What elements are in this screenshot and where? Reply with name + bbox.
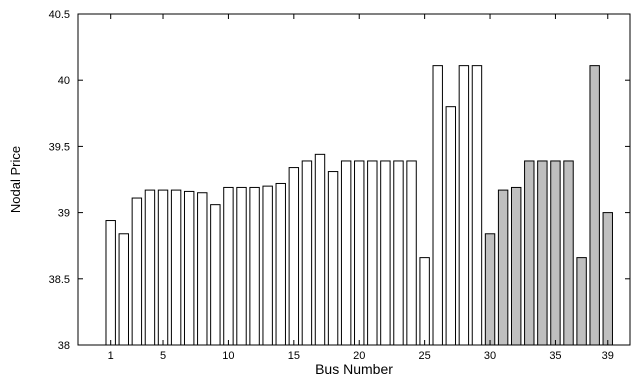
bar-bus-28 <box>458 65 470 346</box>
bar-bus-27 <box>445 106 457 346</box>
x-tick-label: 30 <box>484 350 496 362</box>
bar-bus-16 <box>301 160 313 346</box>
y-tick-label: 38.5 <box>49 274 70 286</box>
x-tick-label: 15 <box>288 350 300 362</box>
x-axis-label: Bus Number <box>315 361 393 377</box>
bar-bus-6 <box>170 189 182 346</box>
bar-bus-21 <box>367 160 378 346</box>
bar-bus-10 <box>223 186 234 346</box>
bar-bus-26 <box>432 65 443 346</box>
bar-bus-20 <box>354 160 365 346</box>
x-tick-label: 35 <box>549 350 561 362</box>
bar-bus-25 <box>419 257 430 346</box>
bar-bus-7 <box>183 190 195 346</box>
x-tick-label: 25 <box>419 350 431 362</box>
bar-bus-19 <box>340 160 352 346</box>
bar-bus-29 <box>471 65 483 346</box>
bar-bus-24 <box>406 160 417 346</box>
x-tick-label: 10 <box>222 350 234 362</box>
bar-bus-38 <box>589 65 600 346</box>
x-tick-label: 39 <box>602 350 614 362</box>
y-tick-label: 39 <box>58 208 70 220</box>
bar-bus-39 <box>602 212 613 346</box>
bar-bus-30 <box>484 233 496 346</box>
bar-bus-2 <box>118 233 129 346</box>
bar-bus-31 <box>497 189 509 346</box>
x-tick-label: 20 <box>353 350 365 362</box>
bar-bus-33 <box>524 160 535 346</box>
bar-bus-4 <box>144 189 156 346</box>
bar-bus-22 <box>380 160 391 346</box>
bar-bus-23 <box>393 160 404 346</box>
x-tick-label: 1 <box>108 350 114 362</box>
bar-bus-11 <box>236 186 247 346</box>
bar-bus-18 <box>327 171 339 346</box>
bars-group <box>105 65 613 346</box>
bar-bus-35 <box>550 160 561 346</box>
bar-bus-34 <box>537 160 548 346</box>
bar-bus-1 <box>105 220 116 346</box>
bar-bus-3 <box>131 197 143 346</box>
bar-bus-15 <box>288 167 300 346</box>
bar-bus-9 <box>210 204 221 346</box>
plot-frame <box>77 13 631 346</box>
bar-bus-5 <box>157 189 169 346</box>
x-tick-label: 5 <box>160 350 166 362</box>
bar-bus-14 <box>275 182 286 346</box>
y-axis-ticks: 38 38.5 39 39.5 40 40.5 <box>49 9 630 352</box>
bar-bus-32 <box>510 186 522 346</box>
y-tick-label: 40.5 <box>49 9 70 21</box>
bar-bus-8 <box>197 192 208 346</box>
bar-bus-13 <box>262 185 273 346</box>
y-tick-label: 39.5 <box>49 141 70 153</box>
bar-bus-37 <box>576 257 587 346</box>
y-tick-label: 38 <box>58 340 70 352</box>
x-axis-ticks: 1 5 10 15 20 25 30 35 39 <box>108 14 614 362</box>
bar-bus-36 <box>563 160 574 346</box>
bar-bus-12 <box>249 186 260 346</box>
bar-bus-17 <box>314 153 326 346</box>
y-tick-label: 40 <box>58 75 70 87</box>
y-axis-label: Nodal Price <box>8 146 23 213</box>
